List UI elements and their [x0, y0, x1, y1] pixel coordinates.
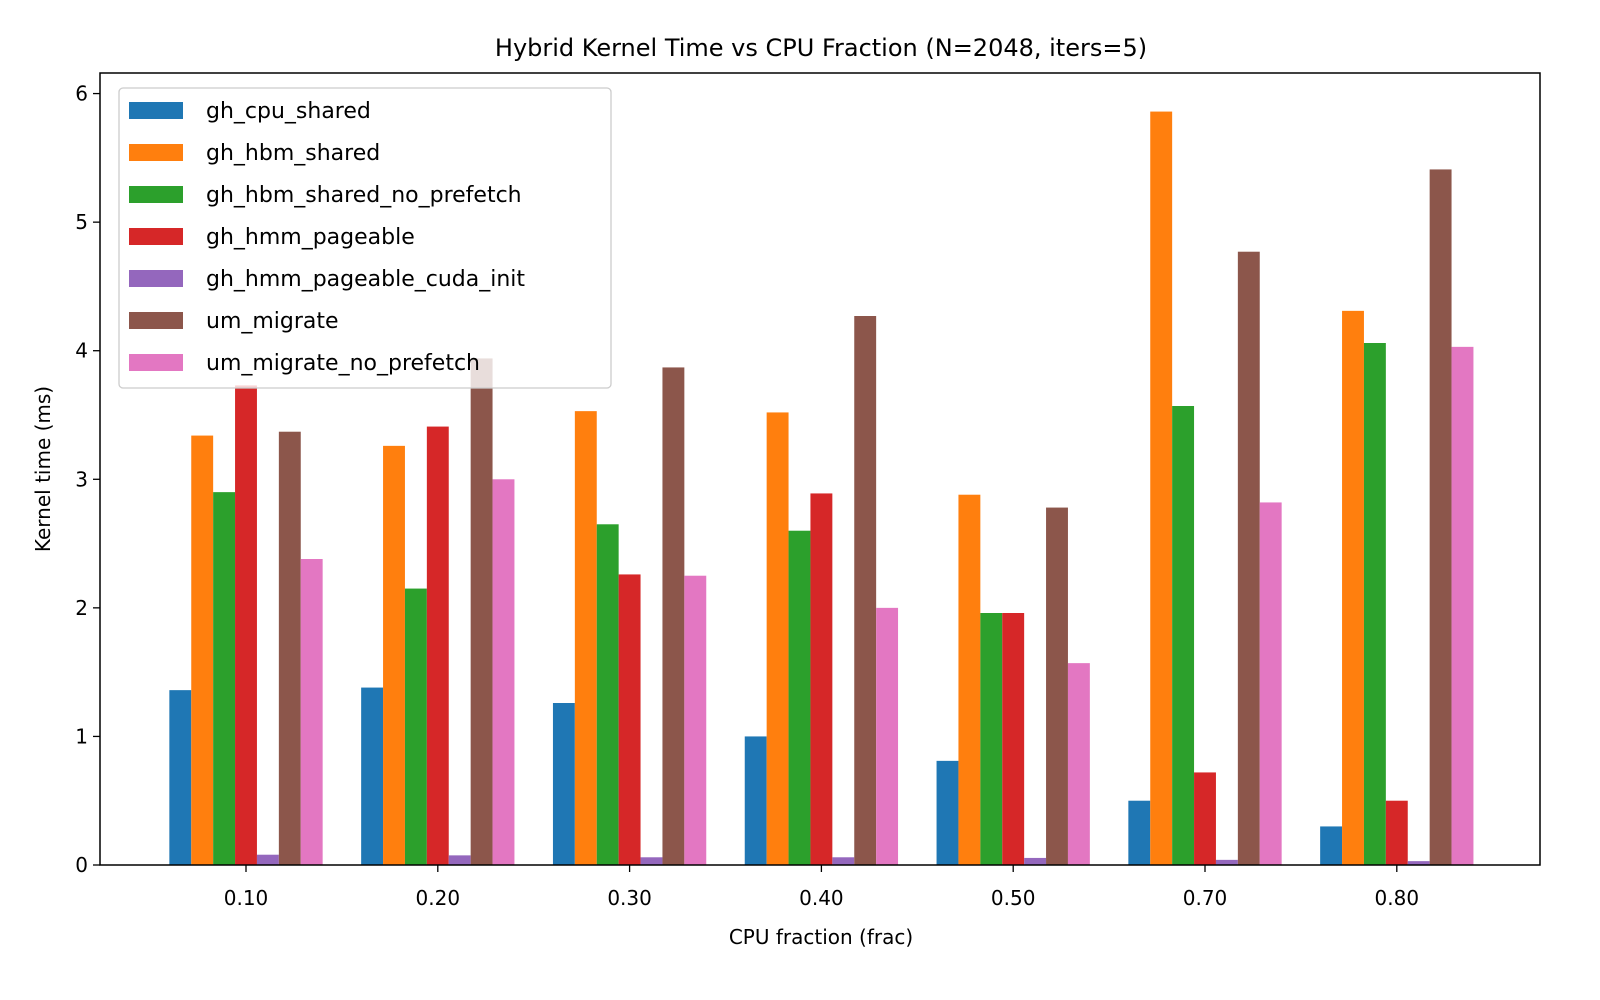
bar-gh_hmm_pageable_cuda_init-0.20: [448, 855, 471, 865]
y-tick-label: 2: [75, 596, 88, 620]
bar-gh_hmm_pageable_cuda_init-0.40: [832, 857, 855, 865]
bars-layer: [169, 111, 1474, 865]
bar-gh_cpu_shared-0.10: [169, 690, 192, 865]
x-tick-label: 0.50: [991, 886, 1036, 910]
series-gh_hbm_shared_no_prefetch: [213, 343, 1386, 865]
bar-gh_hmm_pageable-0.80: [1385, 800, 1408, 865]
bar-gh_hbm_shared_no_prefetch-0.20: [404, 588, 427, 865]
x-tick-label: 0.40: [799, 886, 844, 910]
bar-gh_hbm_shared_no_prefetch-0.30: [596, 524, 619, 865]
legend-swatch: [129, 270, 183, 287]
bar-um_migrate_no_prefetch-0.80: [1451, 346, 1474, 865]
bar-gh_hmm_pageable_cuda_init-0.50: [1024, 857, 1047, 865]
bar-gh_hmm_pageable_cuda_init-0.70: [1215, 859, 1238, 865]
x-tick-label: 0.10: [224, 886, 269, 910]
bar-gh_hmm_pageable-0.40: [810, 493, 833, 865]
bar-gh_hmm_pageable_cuda_init-0.10: [256, 854, 279, 865]
series-gh_hmm_pageable: [235, 385, 1408, 865]
chart-title: Hybrid Kernel Time vs CPU Fraction (N=20…: [495, 34, 1147, 62]
legend-label: um_migrate: [206, 309, 339, 334]
y-tick-label: 1: [75, 724, 88, 748]
bar-gh_hbm_shared_no_prefetch-0.50: [980, 613, 1003, 865]
series-gh_cpu_shared: [169, 687, 1343, 865]
legend-label: gh_hbm_shared_no_prefetch: [206, 183, 522, 208]
legend: gh_cpu_shared gh_hbm_shared gh_hbm_shared_…: [118, 87, 612, 389]
legend-swatch: [129, 354, 183, 371]
y-tick-label: 0: [75, 853, 88, 877]
y-tick-label: 5: [75, 210, 88, 234]
legend-swatch: [129, 228, 183, 245]
bar-um_migrate-0.20: [470, 358, 493, 865]
x-axis: 0.10 0.20 0.30 0.40 0.50 0.70 0.80: [224, 865, 1419, 910]
bar-gh_hbm_shared-0.70: [1150, 111, 1173, 865]
bar-gh_hmm_pageable-0.20: [426, 426, 449, 865]
bar-um_migrate-0.40: [854, 316, 877, 865]
bar-um_migrate-0.80: [1429, 169, 1452, 865]
bar-gh_hmm_pageable_cuda_init-0.80: [1407, 861, 1430, 865]
y-tick-label: 6: [75, 82, 88, 106]
legend-label: um_migrate_no_prefetch: [206, 351, 480, 376]
bar-gh_cpu_shared-0.40: [744, 736, 767, 865]
bar-gh_hbm_shared_no_prefetch-0.40: [788, 530, 811, 865]
bar-gh_hbm_shared-0.50: [958, 494, 981, 865]
legend-label: gh_cpu_shared: [206, 99, 371, 124]
bar-um_migrate-0.50: [1046, 507, 1068, 865]
legend-label: gh_hmm_pageable: [206, 225, 415, 250]
bar-um_migrate_no_prefetch-0.10: [300, 559, 323, 865]
legend-label: gh_hmm_pageable_cuda_init: [206, 267, 525, 292]
bar-um_migrate_no_prefetch-0.70: [1259, 502, 1282, 865]
legend-label: gh_hbm_shared: [206, 141, 380, 166]
bar-gh_hmm_pageable-0.70: [1194, 772, 1216, 865]
legend-swatch: [129, 144, 183, 161]
plot-area: [99, 72, 1541, 866]
bar-gh_cpu_shared-0.80: [1320, 826, 1343, 865]
bar-um_migrate_no_prefetch-0.30: [684, 575, 707, 865]
y-axis-label: Kernel time (ms): [31, 386, 55, 552]
bar-um_migrate_no_prefetch-0.20: [492, 479, 515, 865]
bar-um_migrate-0.10: [278, 431, 301, 865]
bar-gh_cpu_shared-0.50: [936, 760, 959, 865]
bar-um_migrate-0.30: [662, 367, 685, 865]
legend-swatch: [129, 186, 183, 203]
bar-gh_hbm_shared-0.40: [766, 412, 789, 865]
y-tick-label: 4: [75, 339, 88, 363]
bar-gh_hbm_shared-0.80: [1342, 310, 1364, 865]
bar-gh_hmm_pageable-0.30: [618, 574, 641, 865]
bar-um_migrate_no_prefetch-0.50: [1067, 663, 1090, 865]
legend-box: [118, 87, 612, 389]
bar-gh_hbm_shared-0.30: [574, 411, 597, 865]
x-tick-label: 0.30: [607, 886, 652, 910]
bar-gh_hbm_shared_no_prefetch-0.10: [213, 492, 236, 865]
legend-swatch: [129, 312, 183, 329]
series-um_migrate_no_prefetch: [300, 346, 1474, 865]
bar-gh_hbm_shared-0.20: [383, 445, 405, 865]
bar-gh_hmm_pageable-0.50: [1002, 613, 1025, 865]
bar-gh_cpu_shared-0.30: [552, 703, 575, 865]
bar-um_migrate_no_prefetch-0.40: [876, 607, 899, 865]
x-tick-label: 0.20: [416, 886, 461, 910]
x-tick-label: 0.70: [1183, 886, 1228, 910]
bar-gh_hmm_pageable_cuda_init-0.30: [640, 857, 663, 865]
y-axis: 0 1 2 3 4 5 6: [75, 82, 100, 877]
bar-gh_cpu_shared-0.20: [361, 687, 384, 865]
series-gh_hbm_shared: [191, 111, 1364, 865]
bar-um_migrate-0.70: [1237, 251, 1260, 865]
bar-gh_hbm_shared_no_prefetch-0.80: [1363, 343, 1386, 865]
bar-gh_cpu_shared-0.70: [1128, 800, 1151, 865]
y-tick-label: 3: [75, 467, 88, 491]
bar-gh_hmm_pageable-0.10: [235, 385, 257, 865]
legend-swatch: [129, 102, 183, 119]
series-gh_hmm_pageable_cuda_init: [256, 854, 1430, 865]
x-tick-label: 0.80: [1375, 886, 1420, 910]
x-axis-label: CPU fraction (frac): [729, 925, 913, 949]
series-um_migrate: [278, 169, 1452, 865]
bar-gh_hbm_shared_no_prefetch-0.70: [1172, 406, 1195, 865]
bar-gh_hbm_shared-0.10: [191, 435, 214, 865]
